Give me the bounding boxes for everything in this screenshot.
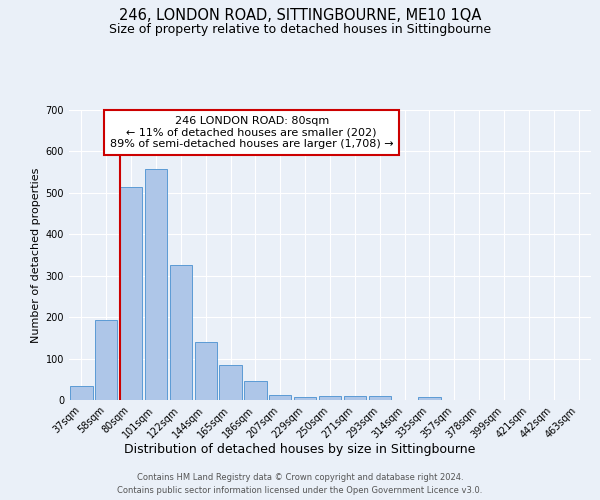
Text: 246 LONDON ROAD: 80sqm
← 11% of detached houses are smaller (202)
89% of semi-de: 246 LONDON ROAD: 80sqm ← 11% of detached… — [110, 116, 394, 149]
Text: Contains HM Land Registry data © Crown copyright and database right 2024.: Contains HM Land Registry data © Crown c… — [137, 472, 463, 482]
Bar — [170, 266, 192, 400]
Bar — [244, 380, 266, 400]
Bar — [70, 386, 92, 400]
Bar — [120, 186, 142, 400]
Text: 246, LONDON ROAD, SITTINGBOURNE, ME10 1QA: 246, LONDON ROAD, SITTINGBOURNE, ME10 1Q… — [119, 8, 481, 22]
Text: Size of property relative to detached houses in Sittingbourne: Size of property relative to detached ho… — [109, 22, 491, 36]
Bar — [294, 396, 316, 400]
Bar — [95, 320, 118, 400]
Bar — [418, 397, 440, 400]
Bar — [344, 396, 366, 400]
Text: Distribution of detached houses by size in Sittingbourne: Distribution of detached houses by size … — [124, 442, 476, 456]
Text: Contains public sector information licensed under the Open Government Licence v3: Contains public sector information licen… — [118, 486, 482, 495]
Bar — [145, 169, 167, 400]
Bar — [368, 396, 391, 400]
Y-axis label: Number of detached properties: Number of detached properties — [31, 168, 41, 342]
Bar — [194, 342, 217, 400]
Bar — [319, 396, 341, 400]
Bar — [220, 365, 242, 400]
Bar — [269, 394, 292, 400]
